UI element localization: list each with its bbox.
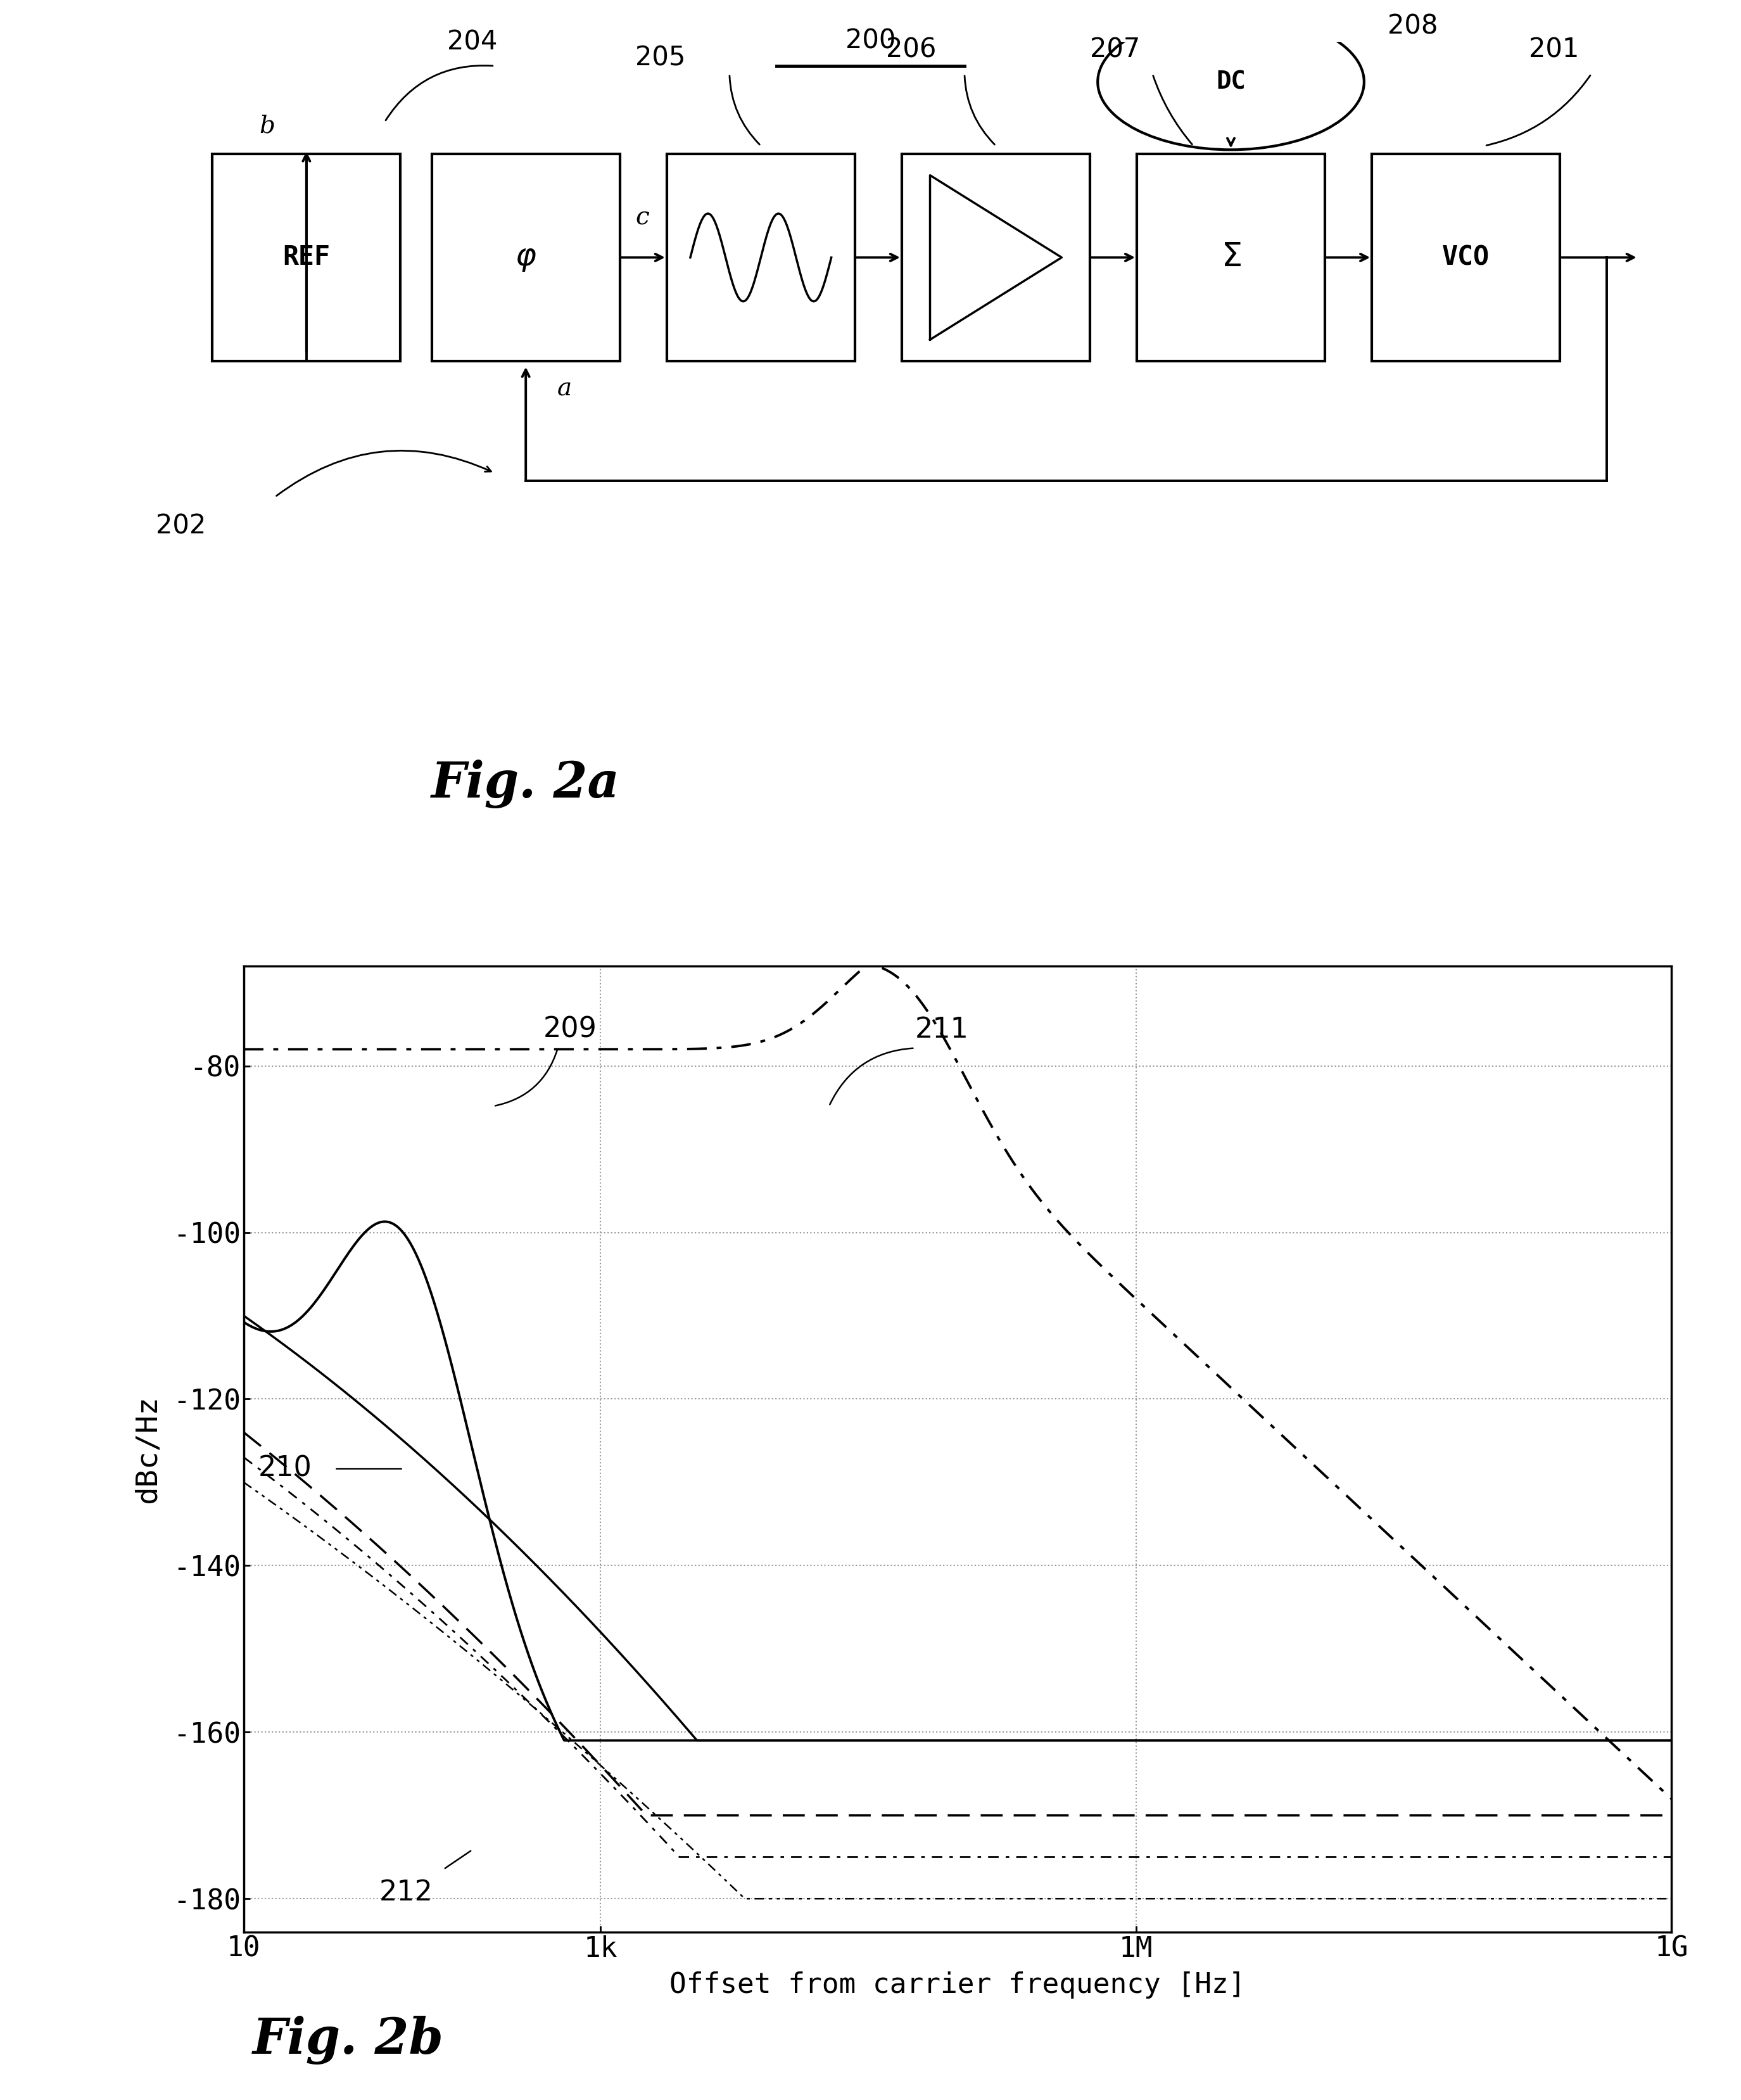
Text: 210: 210	[258, 1455, 312, 1483]
Text: VCO: VCO	[1442, 244, 1490, 271]
Text: 207: 207	[1090, 36, 1140, 63]
Bar	[667, 153, 855, 361]
Text: 209: 209	[543, 1016, 597, 1044]
Text: 200: 200	[846, 27, 895, 55]
Circle shape	[1099, 15, 1365, 149]
Text: a: a	[557, 378, 571, 401]
Bar	[1372, 153, 1560, 361]
Bar	[432, 153, 620, 361]
Text: 211: 211	[914, 1016, 968, 1044]
Text: c: c	[635, 206, 649, 229]
Text: DC: DC	[1215, 69, 1247, 94]
Text: 206: 206	[886, 36, 937, 63]
Text: $\Sigma$: $\Sigma$	[1220, 242, 1241, 273]
Text: REF: REF	[282, 244, 331, 271]
Text: b: b	[259, 113, 275, 139]
Text: $\varphi$: $\varphi$	[515, 242, 536, 273]
Y-axis label: dBc/Hz: dBc/Hz	[134, 1394, 162, 1504]
Text: 202: 202	[157, 512, 205, 540]
Bar	[902, 153, 1090, 361]
Text: Fig. 2a: Fig. 2a	[432, 760, 620, 808]
Text: 201: 201	[1529, 36, 1579, 63]
Bar	[212, 153, 400, 361]
Text: 208: 208	[1388, 13, 1438, 40]
Text: 212: 212	[380, 1880, 434, 1907]
Text: 205: 205	[635, 44, 686, 71]
Text: Fig. 2b: Fig. 2b	[252, 2016, 444, 2064]
Text: 204: 204	[447, 29, 498, 55]
Bar	[1137, 153, 1325, 361]
X-axis label: Offset from carrier frequency [Hz]: Offset from carrier frequency [Hz]	[670, 1972, 1245, 1999]
